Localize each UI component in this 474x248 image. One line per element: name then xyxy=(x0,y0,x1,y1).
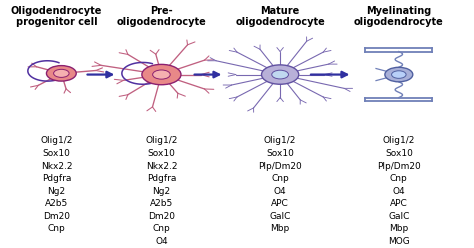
Text: O4: O4 xyxy=(392,187,405,196)
Text: APC: APC xyxy=(271,199,289,208)
Circle shape xyxy=(272,70,289,79)
Text: Dm20: Dm20 xyxy=(43,212,70,221)
Text: Sox10: Sox10 xyxy=(43,149,71,158)
Text: Mbp: Mbp xyxy=(271,224,290,233)
Text: Nkx2.2: Nkx2.2 xyxy=(146,161,177,171)
Text: Olig1/2: Olig1/2 xyxy=(383,136,415,145)
Text: Cnp: Cnp xyxy=(271,174,289,183)
Text: O4: O4 xyxy=(155,237,168,246)
Text: Cnp: Cnp xyxy=(153,224,170,233)
Text: Sox10: Sox10 xyxy=(385,149,413,158)
Circle shape xyxy=(54,69,69,77)
Text: Plp/Dm20: Plp/Dm20 xyxy=(377,161,421,171)
Circle shape xyxy=(392,71,406,78)
Text: Cnp: Cnp xyxy=(390,174,408,183)
Text: Pdgfra: Pdgfra xyxy=(147,174,176,183)
Text: Mbp: Mbp xyxy=(389,224,409,233)
Text: Nkx2.2: Nkx2.2 xyxy=(41,161,73,171)
Circle shape xyxy=(385,67,413,82)
Text: Sox10: Sox10 xyxy=(266,149,294,158)
Text: MOG: MOG xyxy=(388,237,410,246)
Circle shape xyxy=(262,65,299,84)
Text: Olig1/2: Olig1/2 xyxy=(145,136,178,145)
Text: Ng2: Ng2 xyxy=(152,187,171,196)
Circle shape xyxy=(142,64,181,85)
Text: Plp/Dm20: Plp/Dm20 xyxy=(258,161,302,171)
Circle shape xyxy=(46,66,76,81)
Text: A2b5: A2b5 xyxy=(45,199,68,208)
Circle shape xyxy=(153,70,170,79)
Text: A2b5: A2b5 xyxy=(150,199,173,208)
Text: Oligodendrocyte
progenitor cell: Oligodendrocyte progenitor cell xyxy=(11,5,102,27)
Text: APC: APC xyxy=(390,199,408,208)
Text: Ng2: Ng2 xyxy=(47,187,66,196)
Text: Olig1/2: Olig1/2 xyxy=(264,136,296,145)
Text: Dm20: Dm20 xyxy=(148,212,175,221)
Text: Myelinating
oligodendrocyte: Myelinating oligodendrocyte xyxy=(354,5,444,27)
Text: Olig1/2: Olig1/2 xyxy=(40,136,73,145)
Text: O4: O4 xyxy=(274,187,286,196)
Text: Sox10: Sox10 xyxy=(147,149,175,158)
Text: Pre-
oligodendrocyte: Pre- oligodendrocyte xyxy=(117,5,206,27)
Text: Cnp: Cnp xyxy=(48,224,65,233)
Text: Pdgfra: Pdgfra xyxy=(42,174,72,183)
Text: Mature
oligodendrocyte: Mature oligodendrocyte xyxy=(235,5,325,27)
Text: GalC: GalC xyxy=(388,212,410,221)
Text: GalC: GalC xyxy=(269,212,291,221)
